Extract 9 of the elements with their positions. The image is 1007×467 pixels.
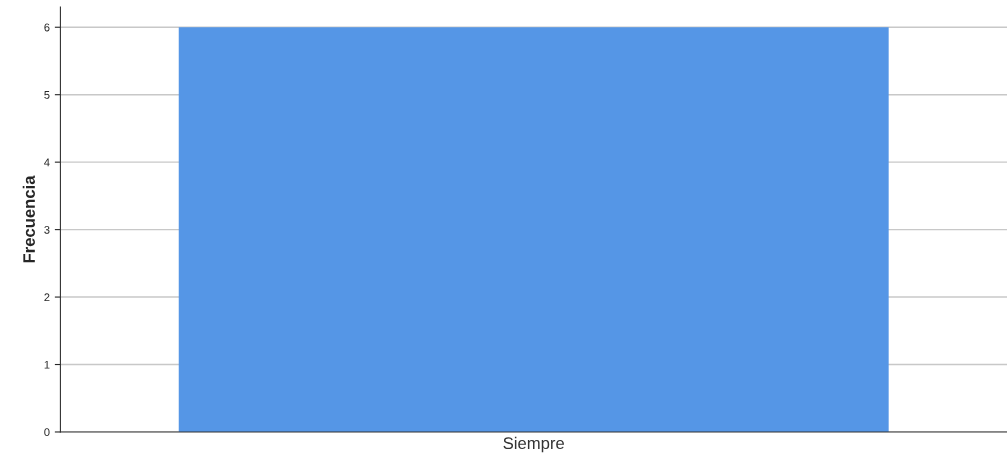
x-tick-label: Siempre — [503, 436, 564, 453]
y-tick-label: 6 — [44, 23, 50, 32]
y-tick-label: 0 — [44, 428, 50, 437]
y-tick-label: 2 — [44, 293, 50, 302]
y-tick-label: 3 — [44, 225, 50, 234]
y-tick-label: 4 — [44, 158, 50, 167]
y-tick-label: 1 — [44, 360, 50, 369]
y-tick-label: 5 — [44, 91, 50, 99]
y-axis-title: Frecuencia — [22, 175, 35, 263]
